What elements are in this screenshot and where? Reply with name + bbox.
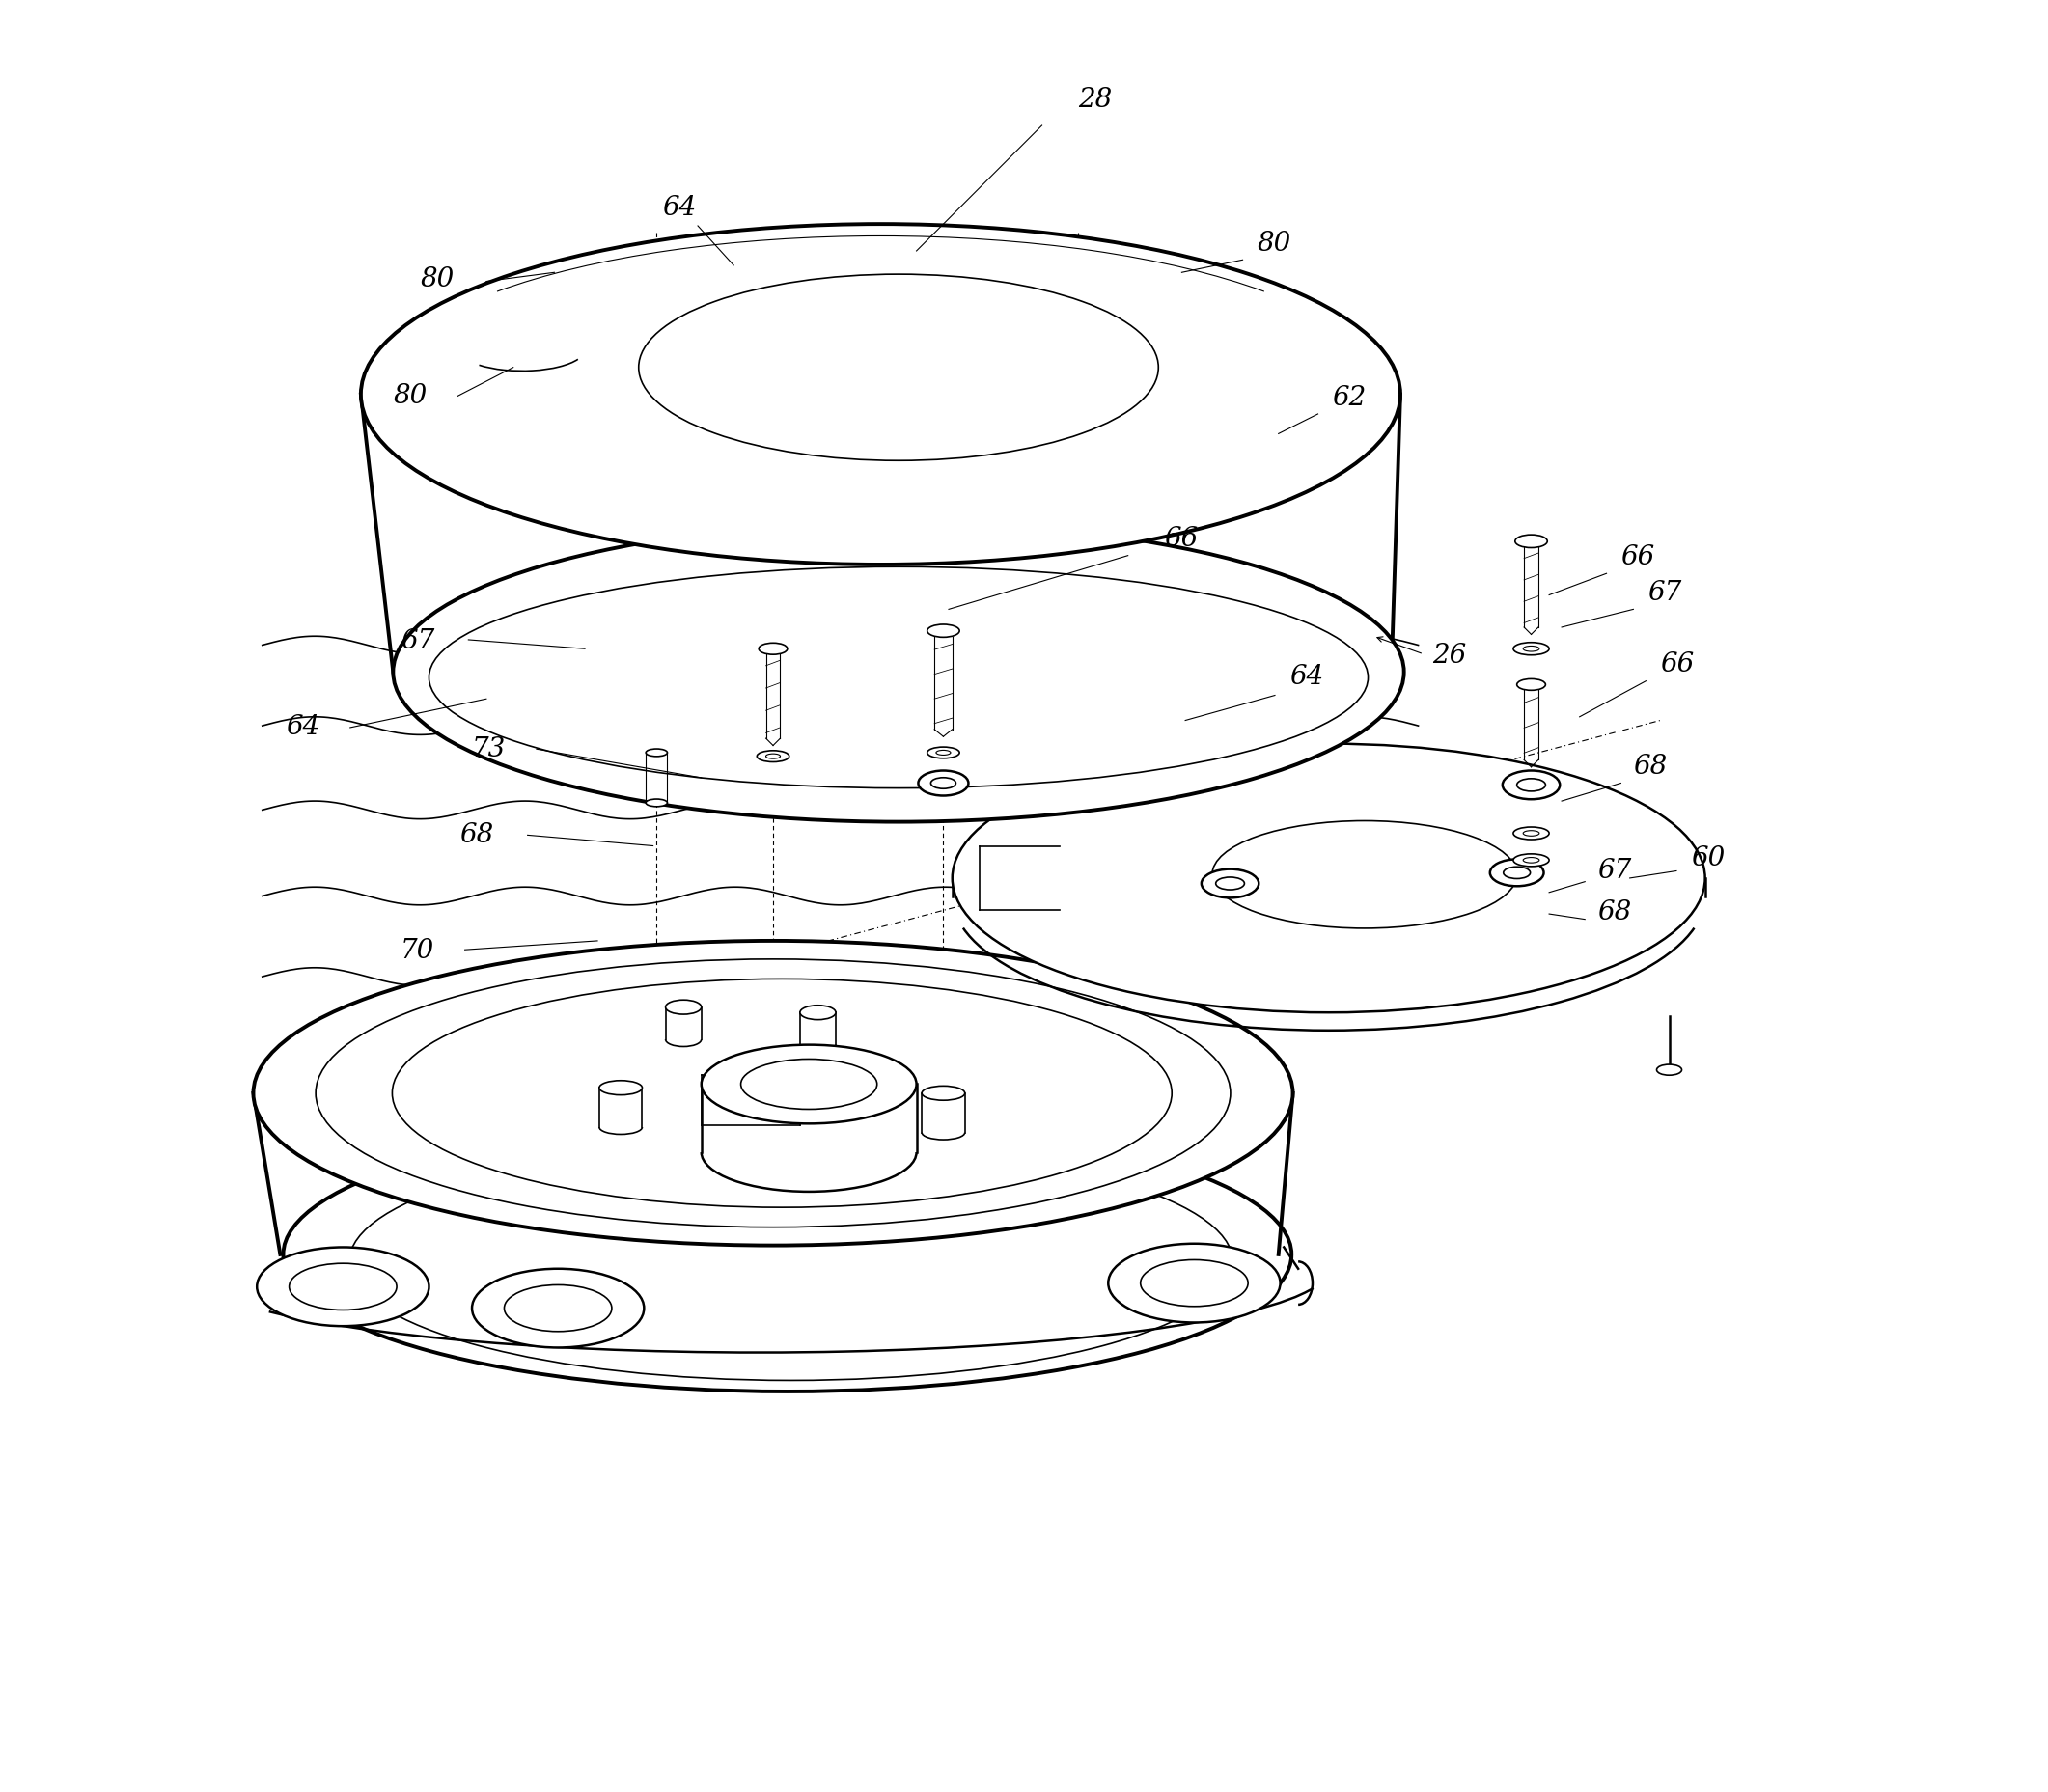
Text: 28: 28	[1077, 88, 1112, 113]
Text: 68: 68	[459, 823, 494, 848]
Ellipse shape	[1513, 853, 1548, 867]
Ellipse shape	[1503, 771, 1561, 799]
Ellipse shape	[471, 1269, 643, 1348]
Ellipse shape	[1518, 778, 1546, 792]
Ellipse shape	[1217, 876, 1245, 891]
Text: 70: 70	[399, 939, 434, 964]
Text: 67: 67	[1649, 581, 1681, 606]
Ellipse shape	[952, 744, 1706, 1012]
Text: 66: 66	[1163, 527, 1198, 552]
Text: 67: 67	[1597, 858, 1632, 883]
Text: 64: 64	[1290, 665, 1323, 690]
Ellipse shape	[256, 1247, 428, 1326]
Ellipse shape	[918, 771, 969, 796]
Text: 64: 64	[662, 195, 696, 220]
Ellipse shape	[1202, 869, 1260, 898]
Text: 26: 26	[1434, 643, 1466, 668]
Ellipse shape	[1524, 831, 1540, 835]
Ellipse shape	[254, 941, 1292, 1245]
Ellipse shape	[928, 624, 958, 638]
Ellipse shape	[930, 778, 956, 788]
Ellipse shape	[1491, 858, 1544, 887]
Text: 80: 80	[393, 383, 428, 409]
Ellipse shape	[1513, 643, 1548, 654]
Text: 66: 66	[1661, 652, 1694, 677]
Ellipse shape	[1212, 821, 1518, 928]
Text: 68: 68	[1634, 754, 1667, 780]
Ellipse shape	[283, 1118, 1292, 1391]
Ellipse shape	[758, 643, 786, 654]
Ellipse shape	[1516, 534, 1548, 548]
Ellipse shape	[1108, 1244, 1280, 1322]
Ellipse shape	[766, 754, 780, 758]
Ellipse shape	[1524, 858, 1540, 864]
Ellipse shape	[1503, 867, 1530, 878]
Ellipse shape	[928, 747, 958, 758]
Text: 64: 64	[285, 715, 319, 740]
Ellipse shape	[922, 1086, 965, 1100]
Text: 80: 80	[1257, 231, 1290, 256]
Ellipse shape	[645, 799, 668, 806]
Ellipse shape	[360, 224, 1401, 564]
Text: 80: 80	[420, 267, 455, 292]
Text: 66: 66	[1620, 545, 1655, 570]
Ellipse shape	[600, 1081, 643, 1095]
Text: 60: 60	[1692, 846, 1724, 871]
Ellipse shape	[936, 751, 950, 754]
Ellipse shape	[1513, 828, 1548, 839]
Ellipse shape	[393, 521, 1405, 823]
Ellipse shape	[801, 1005, 836, 1020]
Ellipse shape	[758, 751, 788, 762]
Ellipse shape	[1518, 679, 1546, 690]
Ellipse shape	[700, 1045, 915, 1124]
Text: 62: 62	[1333, 385, 1366, 410]
Text: 68: 68	[1597, 900, 1632, 925]
Text: 73: 73	[471, 737, 506, 762]
Ellipse shape	[1657, 1064, 1681, 1075]
Ellipse shape	[645, 749, 668, 756]
Text: 67: 67	[399, 629, 434, 654]
Ellipse shape	[666, 1000, 700, 1014]
Ellipse shape	[1524, 645, 1540, 650]
